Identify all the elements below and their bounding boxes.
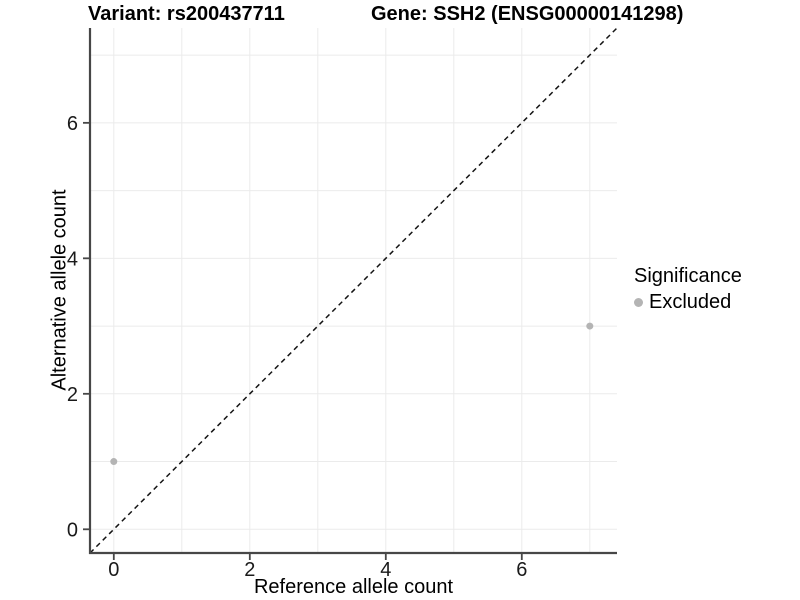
x-tick-label: 0 <box>108 559 119 581</box>
plot-title-variant: Variant: rs200437711 <box>88 3 285 25</box>
legend-item-label: Excluded <box>649 291 732 313</box>
plot-title-gene: Gene: SSH2 (ENSG00000141298) <box>371 3 684 25</box>
y-tick-label: 0 <box>67 519 78 541</box>
legend-point-icon <box>634 297 643 307</box>
legend: Significance Excluded <box>634 265 742 313</box>
y-axis-label: Alternative allele count <box>48 189 71 391</box>
y-tick-label: 6 <box>67 113 78 135</box>
x-axis-label: Reference allele count <box>253 576 453 598</box>
y-tick-label: 2 <box>67 384 78 406</box>
legend-items: Excluded <box>634 291 742 313</box>
legend-item-excluded: Excluded <box>634 291 742 313</box>
legend-title: Significance <box>634 265 742 287</box>
x-tick-label: 2 <box>244 559 255 581</box>
y-tick-label: 4 <box>67 248 78 270</box>
identity-line <box>89 27 618 554</box>
x-tick-label: 6 <box>516 559 527 581</box>
data-point <box>586 322 594 330</box>
data-point <box>110 458 118 466</box>
x-tick-label: 4 <box>380 559 391 581</box>
